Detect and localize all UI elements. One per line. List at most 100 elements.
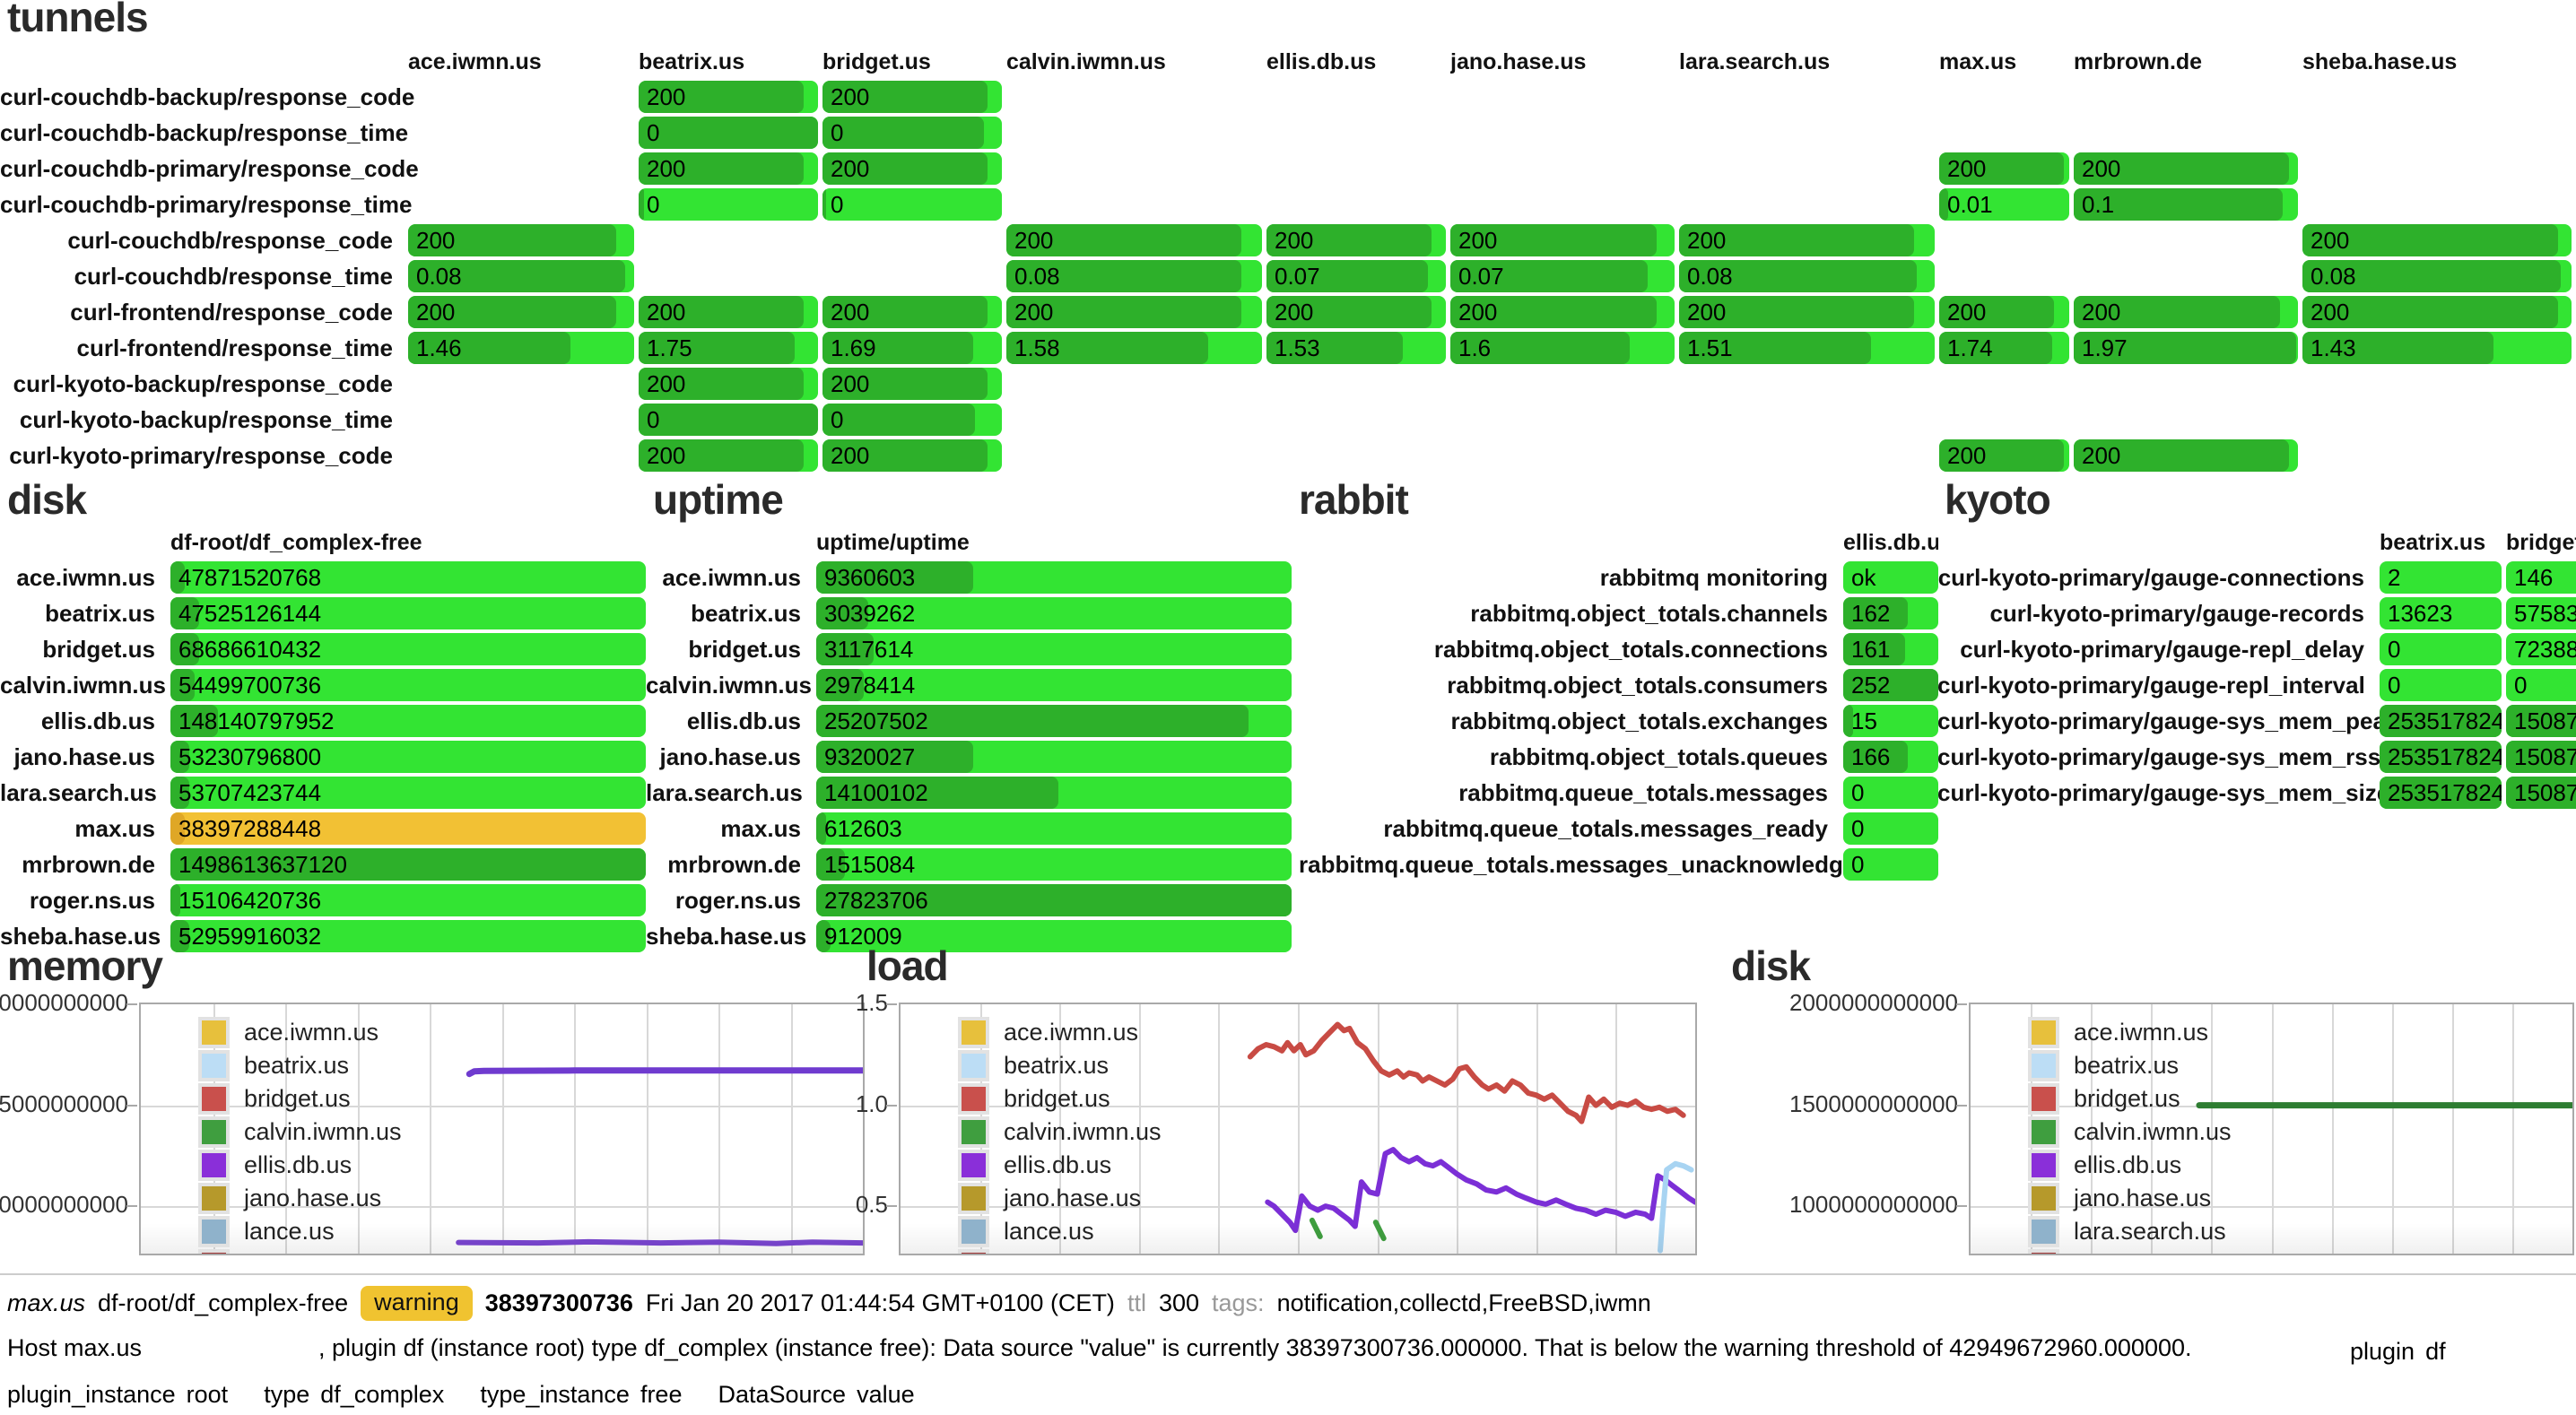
metric-bar[interactable]: 200 [1679,224,1935,256]
metric-bar[interactable]: 200 [2074,296,2298,328]
metric-bar[interactable]: 25207502 [816,705,1292,737]
metric-bar[interactable]: 1.53 [1266,332,1446,364]
metric-bar[interactable]: 0.08 [2302,260,2572,292]
metric-bar[interactable]: 13623 [2380,597,2502,629]
metric-bar[interactable]: 0 [2380,669,2502,701]
metric-bar[interactable]: 0.07 [1266,260,1446,292]
metric-bar[interactable]: 200 [1266,296,1446,328]
metric-bar[interactable]: 1.75 [639,332,818,364]
metric-bar[interactable]: 146 [2506,561,2576,594]
metric-bar[interactable]: 200 [1939,439,2069,472]
metric-bar[interactable]: 612603 [816,812,1292,845]
metric-bar[interactable]: 200 [639,81,818,113]
metric-bar[interactable]: 38397288448 [170,812,646,845]
metric-bar[interactable]: 1.46 [408,332,634,364]
metric-bar[interactable]: 1.58 [1006,332,1262,364]
metric-bar[interactable]: 1515084 [816,848,1292,881]
metric-bar[interactable]: 1.43 [2302,332,2572,364]
metric-bar[interactable]: 200 [2302,296,2572,328]
metric-bar[interactable]: 9360603 [816,561,1292,594]
metric-bar[interactable]: 200 [1939,152,2069,185]
metric-bar[interactable]: 0 [822,188,1002,221]
metric-bar[interactable]: 0 [2380,633,2502,665]
metric-bar[interactable]: 0 [1843,812,1938,845]
metric-bar[interactable]: 9320027 [816,741,1292,773]
metric-bar[interactable]: 1.69 [822,332,1002,364]
metric-bar[interactable]: 166 [1843,741,1938,773]
metric-bar[interactable]: 200 [2074,152,2298,185]
metric-bar[interactable]: 0.08 [1679,260,1935,292]
metric-bar[interactable]: 912009 [816,920,1292,952]
metric-bar[interactable]: 162 [1843,597,1938,629]
metric-bar[interactable]: 252 [1843,669,1938,701]
gridline-horizontal [901,1105,1695,1107]
metric-bar[interactable]: 53707423744 [170,777,646,809]
empty-cell [1266,117,1446,149]
metric-bar[interactable]: 200 [639,439,818,472]
metric-bar[interactable]: 3117614 [816,633,1292,665]
metric-bar[interactable]: 47871520768 [170,561,646,594]
metric-bar[interactable]: 0 [639,404,818,436]
metric-bar[interactable]: 2 [2380,561,2502,594]
metric-bar[interactable]: 200 [2074,439,2298,472]
metric-bar[interactable]: 47525126144 [170,597,646,629]
metric-bar[interactable]: 200 [639,368,818,400]
metric-bar[interactable]: 150872 [2506,705,2576,737]
metric-bar[interactable]: 200 [408,296,634,328]
metric-bar[interactable]: 200 [1006,296,1262,328]
metric-bar[interactable]: 200 [408,224,634,256]
empty-cell [1939,117,2069,149]
metric-bar[interactable]: 200 [822,439,1002,472]
metric-bar[interactable]: 0 [822,404,1002,436]
metric-bar[interactable]: 200 [822,368,1002,400]
metric-bar[interactable]: 14100102 [816,777,1292,809]
metric-bar[interactable]: 0.1 [2074,188,2298,221]
metric-bar[interactable]: 0 [639,188,818,221]
metric-bar[interactable]: 1498613637120 [170,848,646,881]
metric-bar[interactable]: 15 [1843,705,1938,737]
metric-bar[interactable]: 27823706 [816,884,1292,916]
metric-bar[interactable]: 0.08 [408,260,634,292]
metric-bar[interactable]: 0 [2506,669,2576,701]
metric-bar[interactable]: 200 [2302,224,2572,256]
metric-bar[interactable]: 200 [822,296,1002,328]
metric-bar[interactable]: 200 [1939,296,2069,328]
metric-bar[interactable]: 253517824 [2380,777,2502,809]
metric-bar[interactable]: 3039262 [816,597,1292,629]
metric-bar[interactable]: 150872 [2506,777,2576,809]
metric-bar[interactable]: 0 [1843,848,1938,881]
metric-bar[interactable]: 148140797952 [170,705,646,737]
metric-bar[interactable]: 200 [1450,296,1675,328]
metric-bar[interactable]: 200 [1006,224,1262,256]
metric-bar[interactable]: 200 [822,152,1002,185]
metric-bar[interactable]: 0.01 [1939,188,2069,221]
metric-bar[interactable]: 52959916032 [170,920,646,952]
metric-bar[interactable]: 1.6 [1450,332,1675,364]
metric-bar[interactable]: 0.07 [1450,260,1675,292]
metric-bar[interactable]: ok [1843,561,1938,594]
metric-bar[interactable]: 0 [822,117,1002,149]
metric-bar[interactable]: 57583 [2506,597,2576,629]
metric-bar[interactable]: 161 [1843,633,1938,665]
metric-bar[interactable]: 15106420736 [170,884,646,916]
metric-bar[interactable]: 200 [1679,296,1935,328]
metric-bar[interactable]: 1.51 [1679,332,1935,364]
metric-bar[interactable]: 723884 [2506,633,2576,665]
metric-bar[interactable]: 200 [639,296,818,328]
metric-bar[interactable]: 0 [1843,777,1938,809]
metric-bar[interactable]: 53230796800 [170,741,646,773]
metric-bar[interactable]: 1.97 [2074,332,2298,364]
metric-bar[interactable]: 200 [639,152,818,185]
metric-bar[interactable]: 253517824 [2380,741,2502,773]
metric-bar[interactable]: 1.74 [1939,332,2069,364]
metric-bar[interactable]: 0 [639,117,818,149]
metric-bar[interactable]: 0.08 [1006,260,1262,292]
metric-bar[interactable]: 200 [1266,224,1446,256]
metric-bar[interactable]: 200 [822,81,1002,113]
metric-bar[interactable]: 2978414 [816,669,1292,701]
metric-bar[interactable]: 68686610432 [170,633,646,665]
metric-bar[interactable]: 253517824 [2380,705,2502,737]
metric-bar[interactable]: 150872 [2506,741,2576,773]
metric-bar[interactable]: 200 [1450,224,1675,256]
metric-bar[interactable]: 54499700736 [170,669,646,701]
